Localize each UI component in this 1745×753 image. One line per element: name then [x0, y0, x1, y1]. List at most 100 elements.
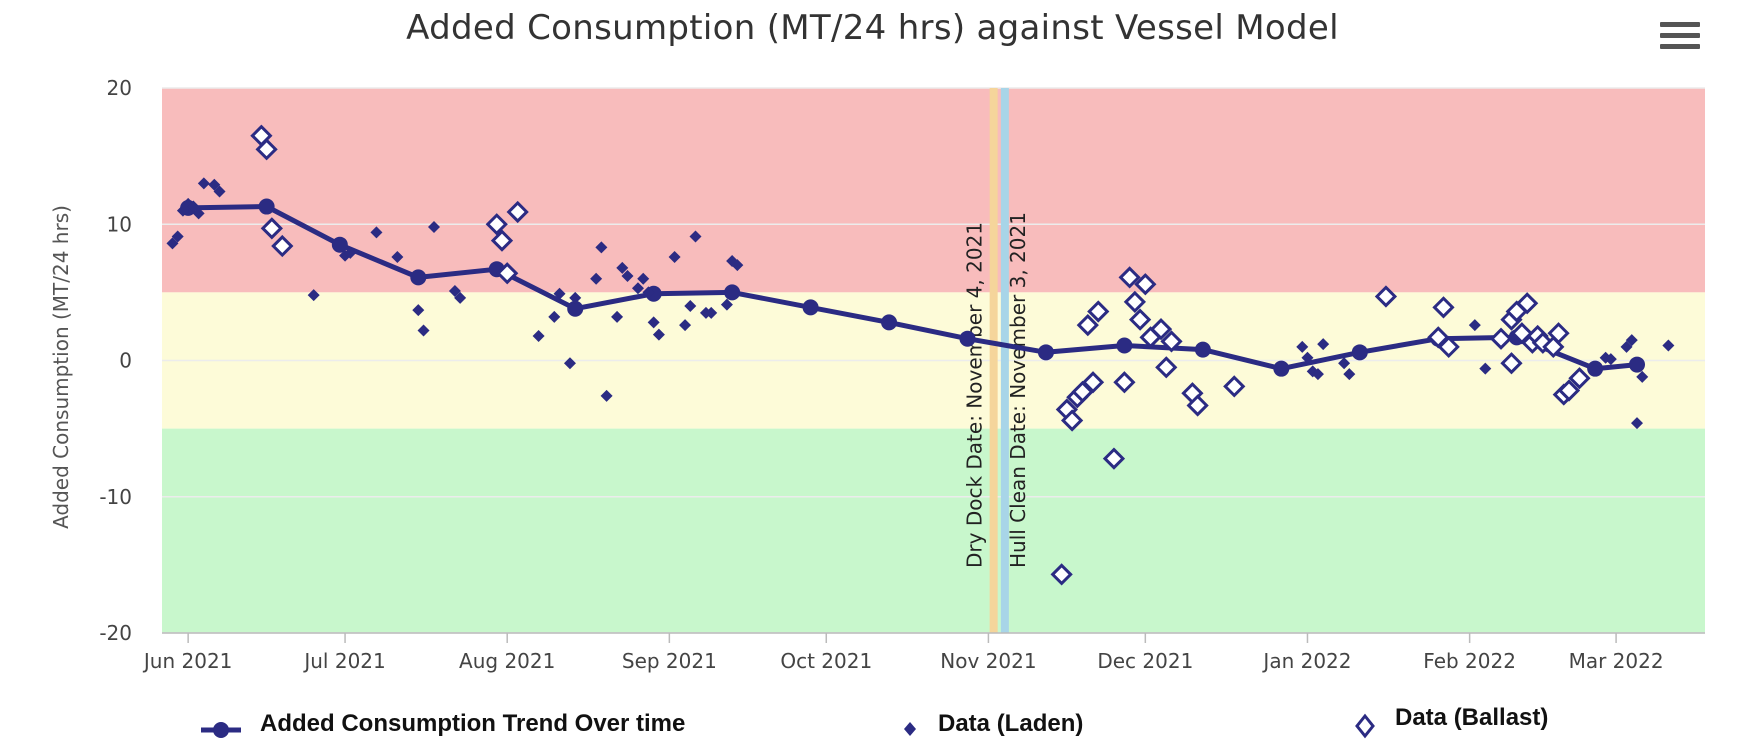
laden-point: [197, 177, 210, 190]
laden-point: [427, 220, 440, 233]
laden-point: [731, 259, 744, 272]
laden-point: [307, 289, 320, 302]
trend-point: [331, 236, 348, 253]
ballast-point: [1128, 308, 1152, 331]
laden-point: [1317, 338, 1330, 351]
laden-point: [621, 270, 634, 283]
trend-point: [724, 284, 741, 301]
x-tick-label: Jul 2021: [302, 649, 385, 673]
menu-bar: [1660, 33, 1700, 38]
trend-point: [802, 299, 819, 316]
laden-point: [600, 389, 613, 402]
ballast-point: [1160, 330, 1183, 353]
laden-point: [668, 250, 681, 263]
laden-point: [1631, 417, 1644, 430]
plot-line: [1000, 88, 1009, 633]
laden-point: [689, 230, 702, 243]
laden-point: [590, 272, 603, 285]
laden-point: [166, 237, 179, 250]
laden-point: [679, 319, 692, 332]
laden-point: [631, 282, 644, 295]
ballast-point: [1432, 296, 1455, 319]
laden-point: [187, 200, 200, 213]
y-tick-label: 0: [119, 349, 132, 373]
trend-point: [1629, 356, 1646, 373]
trend-point: [1116, 337, 1133, 354]
legend-symbol-laden-icon: [904, 722, 916, 736]
x-tick-label: Oct 2021: [780, 649, 872, 673]
laden-point: [1625, 334, 1638, 347]
legend-item-trend[interactable]: Added Consumption Trend Over time: [195, 700, 775, 750]
laden-point: [705, 306, 718, 319]
laden-point: [647, 316, 660, 329]
trend-point: [1273, 360, 1290, 377]
y-tick-label: 20: [107, 76, 132, 100]
laden-point: [1296, 340, 1309, 353]
laden-point: [171, 230, 184, 243]
laden-point: [642, 286, 655, 299]
plot-band: [162, 88, 1705, 293]
laden-point: [1301, 351, 1314, 364]
menu-bar: [1660, 22, 1700, 27]
x-tick-label: Mar 2022: [1569, 649, 1664, 673]
laden-point: [454, 291, 467, 304]
ballast-point: [496, 262, 519, 285]
chart-area: Dry Dock Date: November 4, 2021 Hull Clea…: [49, 76, 1705, 673]
legend-label: Data (Laden): [938, 710, 1084, 737]
menu-bar: [1660, 44, 1700, 49]
ballast-point: [485, 213, 508, 236]
x-tick-label: Nov 2021: [940, 649, 1036, 673]
laden-point: [1604, 353, 1617, 366]
plot-band: [162, 428, 1705, 633]
laden-point: [1662, 339, 1675, 352]
hamburger-menu-icon[interactable]: [1660, 22, 1700, 52]
trend-line: [188, 204, 1638, 372]
plot-line: [989, 88, 998, 633]
trend-point: [567, 300, 584, 317]
laden-point: [1589, 364, 1602, 377]
laden-point: [616, 261, 629, 274]
ballast-point: [1113, 371, 1136, 394]
laden-point: [213, 185, 226, 198]
ballast-point: [490, 229, 514, 252]
ballast-point: [1489, 327, 1513, 350]
laden-point: [637, 272, 650, 285]
trend-point: [1194, 341, 1211, 358]
trend-point: [258, 198, 275, 215]
x-tick-label: Sep 2021: [622, 649, 717, 673]
laden-point: [1311, 368, 1324, 381]
laden-point: [1338, 357, 1351, 370]
laden-point: [417, 324, 430, 337]
x-tick-label: Jan 2022: [1261, 649, 1351, 673]
laden-point: [553, 287, 566, 300]
ballast-point: [1568, 367, 1591, 390]
ballast-point: [1102, 447, 1126, 470]
ballast-point: [1134, 273, 1157, 296]
ballast-point: [1155, 356, 1178, 379]
x-tick-label: Dec 2021: [1097, 649, 1193, 673]
laden-point: [1479, 362, 1492, 375]
legend-item-ballast[interactable]: Data (Ballast): [1345, 700, 1645, 750]
ballast-point: [1186, 394, 1209, 417]
laden-point: [720, 298, 733, 311]
trend-point: [1037, 344, 1054, 361]
laden-point: [595, 241, 608, 254]
legend-item-laden[interactable]: Data (Laden): [895, 700, 1215, 750]
legend-symbol-trend-icon: [201, 722, 241, 738]
trend-point: [959, 330, 976, 347]
ballast-point: [1123, 290, 1146, 314]
legend-label: Added Consumption Trend Over time: [260, 710, 686, 737]
x-tick-label: Aug 2021: [459, 649, 555, 673]
ballast-point: [1223, 375, 1246, 398]
ballast-point: [1437, 335, 1460, 358]
y-axis: 20 10 0 -10 -20: [99, 76, 132, 645]
ballast-point: [1087, 300, 1110, 323]
ballast-point: [506, 200, 529, 224]
y-tick-label: -10: [99, 485, 132, 509]
laden-point: [1636, 370, 1649, 383]
laden-point: [344, 246, 357, 259]
plot-line-label: Hull Clean Date: November 3, 2021: [1006, 212, 1030, 568]
laden-point: [370, 226, 383, 239]
laden-point: [569, 291, 582, 304]
x-tick-label: Jun 2021: [142, 649, 233, 673]
